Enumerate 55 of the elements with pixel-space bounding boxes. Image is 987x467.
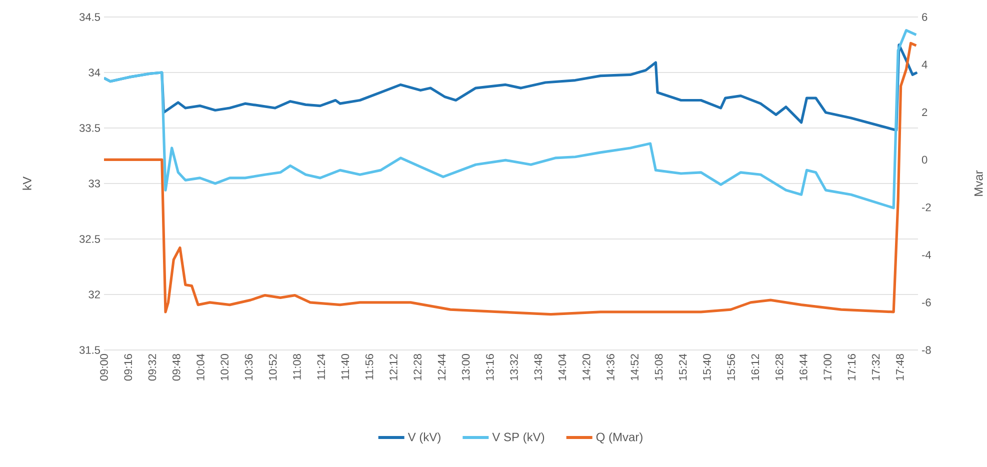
y-tick-label: 32 [88, 290, 100, 298]
y-tick-label: 31.5 [79, 346, 100, 354]
x-tick-label: 13:00 [462, 354, 470, 380]
y2-tick-label: -4 [922, 251, 931, 259]
y2-tick-label: -6 [922, 298, 931, 306]
y-axis-title: kV [22, 176, 32, 190]
x-tick-label: 15:40 [703, 354, 711, 380]
x-tick-label: 17:16 [848, 354, 856, 380]
x-tick-label: 17:32 [872, 354, 880, 380]
y2-tick-label: 0 [922, 156, 928, 164]
x-tick-label: 13:48 [534, 354, 542, 380]
y-tick-label: 32.5 [79, 235, 100, 243]
x-tick-label: 16:44 [800, 354, 808, 380]
x-tick-label: 09:00 [100, 354, 108, 381]
x-tick-label: 11:08 [293, 354, 301, 380]
x-tick-label: 15:24 [678, 354, 687, 380]
x-tick-label: 09:16 [124, 354, 132, 381]
y-tick-label: 33 [88, 180, 100, 188]
x-tick-label: 12:12 [390, 354, 398, 380]
y2-tick-label: -2 [922, 203, 931, 212]
x-tick-label: 16:28 [775, 354, 784, 380]
x-tick-label: 14:52 [630, 354, 639, 380]
x-tick-label: 11:40 [341, 354, 350, 380]
x-tick-label: 14:36 [606, 354, 614, 380]
x-tick-label: 17:00 [824, 354, 832, 380]
legend-label: Q (Mvar) [596, 432, 642, 444]
x-tick-label: 14:20 [582, 354, 590, 380]
y2-tick-label: -8 [922, 346, 931, 354]
y-tick-label: 34 [88, 68, 100, 76]
x-tick-label: 16:12 [751, 354, 760, 380]
x-tick-label: 09:48 [172, 354, 180, 381]
line-series [104, 29, 918, 210]
x-tick-label: 10:20 [220, 354, 228, 380]
x-tick-label: 10:36 [244, 354, 253, 380]
x-tick-label: 15:56 [727, 354, 735, 380]
legend-label: V SP (kV) [492, 432, 544, 444]
x-tick-label: 15:08 [654, 354, 663, 380]
x-tick-label: 10:52 [268, 354, 277, 380]
x-tick-label: 09:32 [148, 354, 156, 381]
y-tick-label: 34.5 [79, 13, 100, 21]
x-tick-label: 13:32 [510, 354, 518, 380]
x-tick-label: 10:04 [196, 354, 204, 380]
x-tick-label: 12:44 [438, 354, 446, 380]
x-tick-label: 13:16 [486, 354, 494, 380]
x-tick-label: 11:24 [317, 354, 325, 380]
y2-tick-label: 2 [922, 108, 928, 116]
x-tick-label: 17:48 [896, 354, 904, 380]
y-tick-label: 33.5 [79, 124, 100, 132]
legend-label: V (kV) [408, 432, 440, 444]
y2-axis-title: Mvar [974, 170, 983, 196]
x-tick-label: 14:04 [558, 354, 566, 380]
y2-tick-label: 4 [922, 60, 928, 68]
x-tick-label: 11:56 [365, 354, 374, 380]
y2-tick-label: 6 [922, 13, 928, 21]
x-tick-label: 12:28 [414, 354, 422, 380]
